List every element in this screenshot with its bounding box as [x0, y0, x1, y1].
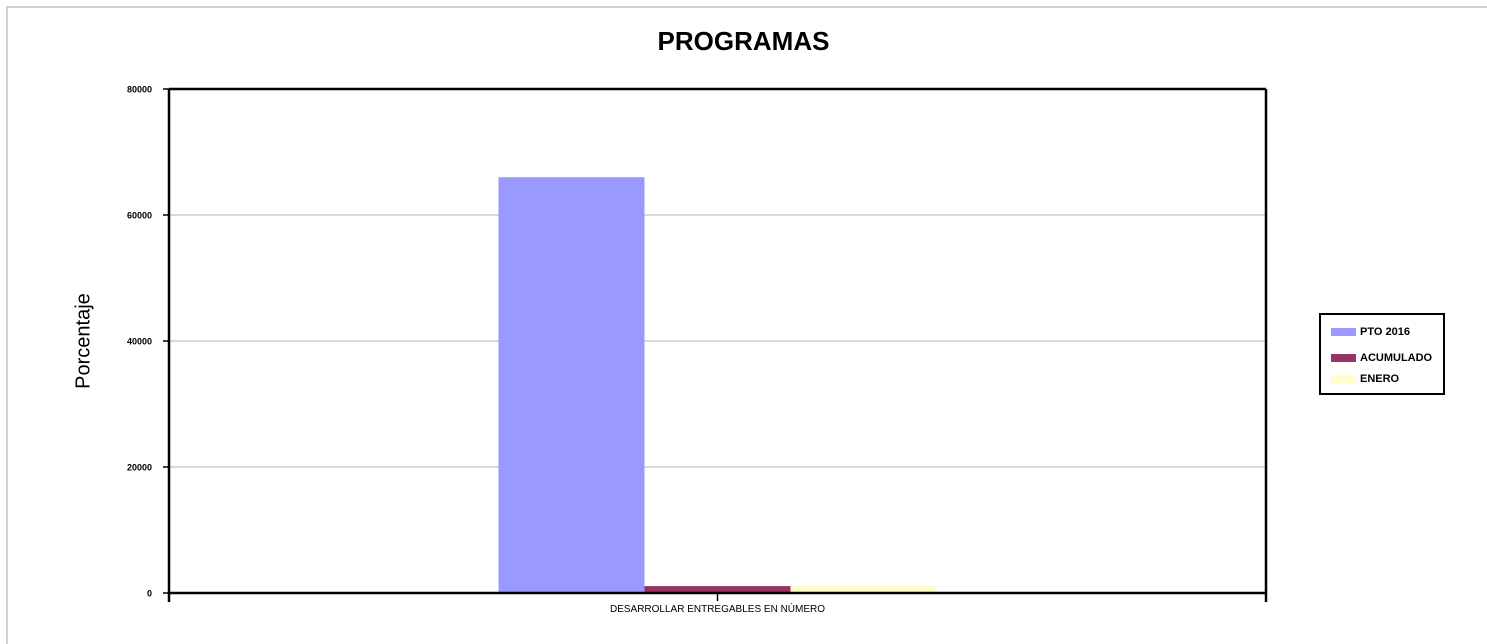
- y-tick-label-40000: 40000: [127, 337, 152, 347]
- y-tick-label-20000: 20000: [127, 463, 152, 473]
- legend-swatch-pto-2016: [1331, 328, 1356, 336]
- legend-label-enero: ENERO: [1360, 373, 1400, 385]
- chart-frame: [6, 6, 1487, 644]
- legend-label-acumulado: ACUMULADO: [1360, 352, 1433, 364]
- chart-title: PROGRAMAS: [657, 26, 830, 56]
- legend-item-acumulado: ACUMULADO: [1331, 351, 1432, 365]
- x-tick-label: DESARROLLAR ENTREGABLES EN NÚMERO: [610, 602, 825, 615]
- y-tick-label-60000: 60000: [127, 211, 152, 221]
- legend-swatch-acumulado: [1331, 354, 1356, 362]
- bar-pto-2016: [498, 177, 645, 593]
- legend-item-pto-2016: PTO 2016: [1331, 325, 1410, 339]
- bar-acumulado: [644, 586, 791, 593]
- y-tick-label-0: 0: [147, 589, 152, 599]
- legend: PTO 2016 ACUMULADO ENERO: [1319, 313, 1445, 395]
- bar-enero: [790, 586, 937, 593]
- legend-swatch-enero: [1331, 375, 1356, 383]
- y-tick-label-80000: 80000: [127, 85, 152, 95]
- legend-label-pto-2016: PTO 2016: [1360, 326, 1410, 338]
- legend-item-enero: ENERO: [1331, 372, 1399, 386]
